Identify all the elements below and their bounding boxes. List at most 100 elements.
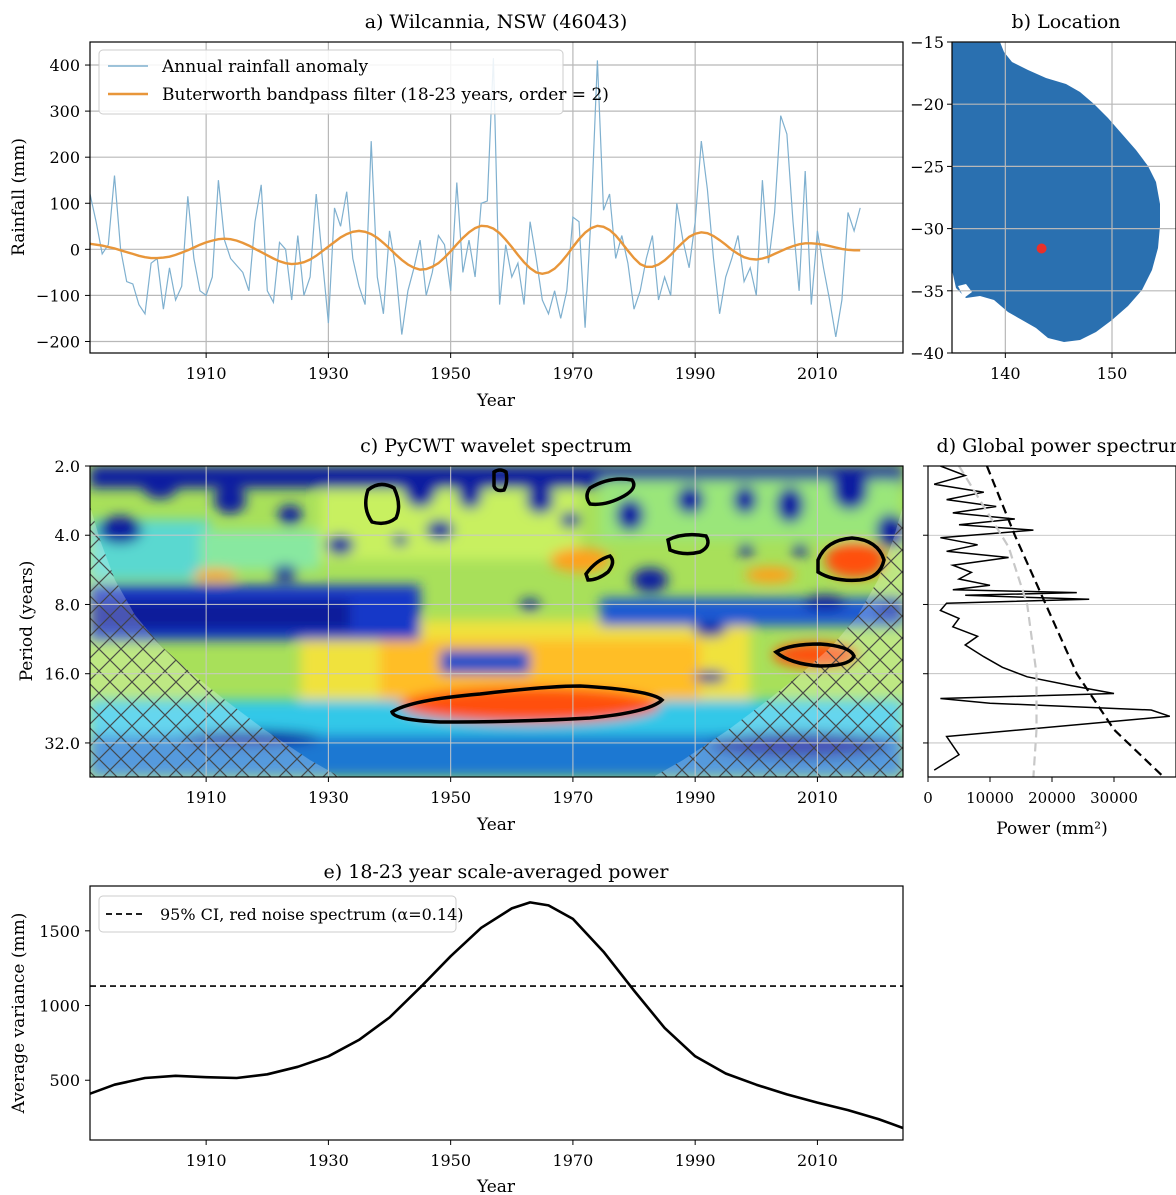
panel-d-plot-area (933, 466, 1171, 777)
y-tick-label: −25 (910, 157, 944, 176)
filter-series-line (90, 224, 861, 276)
y-tick-label: 400 (49, 56, 80, 75)
panel-d-title: d) Global power spectrum (937, 435, 1176, 457)
significance-contours (364, 468, 886, 724)
panel-d: d) Global power spectrum 0 10000 20000 3000… (923, 435, 1176, 839)
panel-c: c) PyCWT wavelet spectrum (17, 435, 904, 835)
panel-c-title: c) PyCWT wavelet spectrum (360, 435, 632, 457)
australia-landmass (952, 42, 1160, 342)
panel-a-y-axis: −200 −100 0 100 200 300 400 (36, 56, 90, 351)
x-tick-label: 1970 (553, 364, 594, 383)
panel-e: e) 18-23 year scale-averaged power 1910 1… (9, 861, 904, 1195)
cone-of-influence (90, 506, 340, 777)
legend-anomaly-label: Annual rainfall anomaly (161, 57, 368, 77)
panel-b-x-axis: 140 150 (990, 353, 1127, 383)
y-tick-label: −200 (36, 332, 80, 351)
legend-filter-label: Buterworth bandpass filter (18-23 years,… (162, 85, 609, 105)
panel-a-xlabel: Year (476, 391, 516, 411)
panel-c-grid (90, 466, 903, 777)
panel-b-title: b) Location (1011, 11, 1120, 33)
y-tick-label: −15 (910, 33, 944, 52)
y-tick-label: 200 (49, 148, 80, 167)
y-tick-label: 8.0 (55, 595, 80, 614)
panel-e-legend: 95% CI, red noise spectrum (α=0.14) (98, 895, 464, 933)
contour-2006 (772, 642, 856, 668)
panel-e-ylabel: Average variance (mm) (9, 913, 29, 1115)
panel-b-map-area (952, 42, 1176, 353)
contour-1976 (585, 477, 636, 507)
x-tick-label: 20000 (1028, 789, 1076, 807)
panel-a-x-axis: 1910 1930 1950 1970 1990 2010 (186, 353, 838, 383)
y-tick-label: 32.0 (44, 734, 80, 753)
x-tick-label: 1930 (308, 364, 349, 383)
y-tick-label: 1000 (39, 997, 80, 1016)
y-tick-label: 16.0 (44, 665, 80, 684)
contour-1976b (584, 554, 615, 582)
site-marker (1036, 243, 1047, 254)
x-tick-label: 150 (1097, 364, 1128, 383)
contour-1989 (666, 532, 710, 556)
global-power-line (933, 466, 1171, 771)
y-tick-label: 2.0 (55, 457, 80, 476)
panel-b-grid (952, 42, 1176, 353)
x-tick-label: 1950 (430, 364, 471, 383)
panel-e-title: e) 18-23 year scale-averaged power (324, 861, 670, 883)
panel-e-frame (89, 885, 904, 1141)
panel-b-frame (951, 41, 1176, 354)
panel-a-legend: Annual rainfall anomaly Buterworth bandp… (98, 49, 609, 115)
contour-1962 (389, 684, 665, 724)
y-tick-label: 1500 (39, 922, 80, 941)
y-tick-label: −100 (36, 286, 80, 305)
scale-averaged-power-line (90, 901, 903, 1130)
x-tick-label: 1910 (186, 788, 227, 807)
panel-a-plot-area (90, 58, 861, 337)
y-tick-label: 0 (70, 240, 80, 259)
y-tick-label: −30 (910, 220, 944, 239)
anomaly-series-line (90, 58, 861, 337)
panel-c-ylabel: Period (years) (17, 561, 37, 682)
contour-1937 (364, 482, 401, 526)
panel-d-y-axis (923, 465, 928, 744)
significance-line (985, 466, 1165, 777)
panel-e-xlabel: Year (476, 1177, 516, 1195)
red-noise-line (958, 466, 1038, 777)
x-tick-label: 2010 (797, 364, 838, 383)
panel-d-xlabel: Power (mm²) (996, 819, 1107, 839)
x-tick-label: 30000 (1090, 789, 1138, 807)
legend-ci-label: 95% CI, red noise spectrum (α=0.14) (160, 905, 464, 924)
panel-b-y-axis: −40 −35 −30 −25 −20 −15 (910, 33, 952, 363)
panel-c-heatmap (90, 466, 903, 777)
x-tick-label: 1970 (553, 788, 594, 807)
panel-e-y-axis: 500 1000 1500 (39, 922, 90, 1090)
panel-c-xlabel: Year (476, 815, 516, 835)
x-tick-label: 2010 (797, 1151, 838, 1170)
panel-a-frame (89, 41, 904, 354)
x-tick-label: 1990 (675, 788, 716, 807)
panel-a-ylabel: Rainfall (mm) (9, 138, 29, 256)
x-tick-label: 0 (923, 789, 933, 807)
panel-a-title: a) Wilcannia, NSW (46043) (365, 11, 628, 33)
x-tick-label: 1930 (308, 1151, 349, 1170)
y-tick-label: 4.0 (55, 526, 80, 545)
panel-c-y-axis: 2.0 4.0 8.0 16.0 32.0 (44, 457, 90, 753)
panel-d-x-axis: 0 10000 20000 30000 (923, 777, 1138, 807)
y-tick-label: −20 (910, 95, 944, 114)
x-tick-label: 1990 (675, 1151, 716, 1170)
contour-1957 (492, 468, 509, 493)
y-tick-label: −35 (910, 282, 944, 301)
x-tick-label: 10000 (966, 789, 1014, 807)
panel-a: a) Wilcannia, NSW (46043) 1910 1930 1950 19… (9, 11, 904, 411)
y-tick-label: −40 (910, 344, 944, 363)
x-tick-label: 2010 (797, 788, 838, 807)
y-tick-label: 100 (49, 194, 80, 213)
x-tick-label: 1950 (430, 1151, 471, 1170)
contour-2015 (816, 536, 886, 583)
panel-e-x-axis: 1910 1930 1950 1970 1990 2010 (186, 1140, 838, 1170)
panel-c-x-axis: 1910 1930 1950 1970 1990 2010 (186, 777, 838, 807)
x-tick-label: 1950 (430, 788, 471, 807)
y-tick-label: 500 (49, 1071, 80, 1090)
x-tick-label: 1990 (675, 364, 716, 383)
x-tick-label: 1930 (308, 788, 349, 807)
panel-d-frame (927, 465, 1176, 778)
panel-c-frame (89, 465, 904, 778)
